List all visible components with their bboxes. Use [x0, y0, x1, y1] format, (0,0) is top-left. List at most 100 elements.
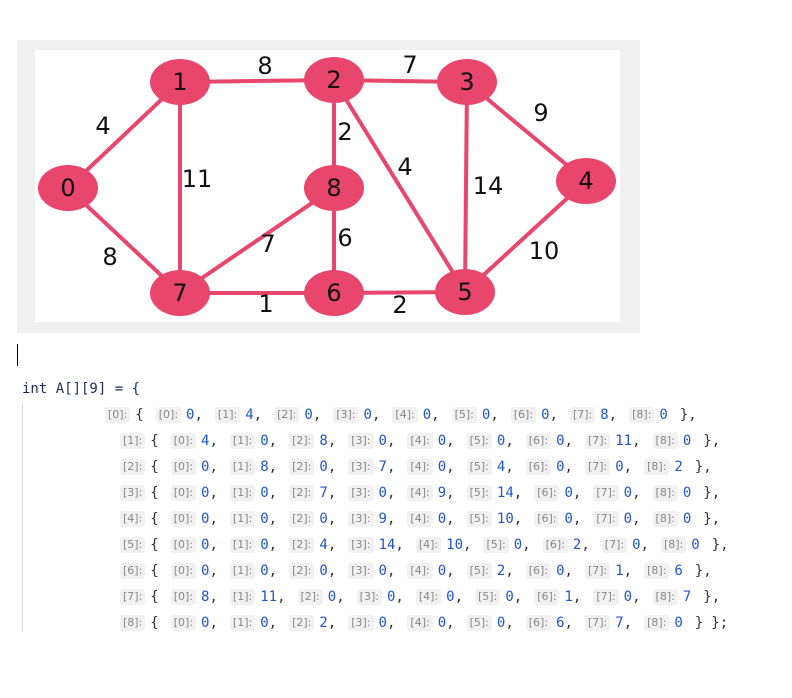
inlay-hint: [3]:	[120, 485, 146, 501]
matrix-value: 0	[481, 407, 491, 423]
edge-weight: 7	[402, 51, 417, 79]
separator: ,	[209, 485, 218, 501]
inlay-hint: [1]:	[229, 433, 256, 449]
separator: ,	[371, 407, 381, 423]
inlay-hint: [3]:	[348, 459, 374, 475]
inlay-hint: [2]:	[289, 537, 315, 553]
separator: ,	[395, 589, 404, 605]
separator: ,	[209, 537, 218, 553]
inlay-hint: [7]:	[593, 511, 619, 527]
separator: ,	[312, 407, 322, 423]
inlay-hint: [5]:	[120, 537, 146, 553]
inlay-hint: [8]:	[644, 459, 670, 475]
separator: ,	[268, 459, 278, 475]
matrix-value: 0	[437, 433, 447, 449]
inlay-hint: [6]:	[534, 485, 560, 501]
brace: {	[150, 433, 159, 449]
code-row: [4]:{[0]: 0, [1]: 0, [2]: 0, [3]: 9, [4]: 0, [5]: 1…	[120, 508, 720, 530]
node	[304, 57, 364, 103]
inlay-hint: [7]:	[584, 459, 611, 475]
inlay-hint: [1]:	[229, 485, 256, 501]
matrix-value: 7	[378, 459, 387, 475]
inlay-hint: [8]:	[629, 407, 655, 423]
inlay-hint: [1]:	[120, 433, 146, 449]
matrix-value: 2	[572, 537, 582, 553]
inlay-hint: [4]:	[415, 589, 442, 605]
separator: ,	[513, 485, 523, 501]
matrix-value: 0	[378, 563, 387, 579]
matrix-value: 0	[186, 407, 195, 423]
inlay-hint: [7]:	[569, 407, 596, 423]
inlay-hint: [7]:	[120, 589, 146, 605]
matrix-value: 14	[378, 537, 396, 553]
edge-weight: 8	[257, 52, 272, 80]
separator: ,	[572, 511, 582, 527]
brace: }	[711, 537, 721, 553]
edge-weight: 8	[102, 243, 117, 271]
declaration: int A[][9] = {	[22, 381, 141, 397]
matrix-value: 0	[556, 433, 565, 449]
brace: }	[694, 615, 704, 631]
separator: ,	[463, 537, 472, 553]
brace: }	[703, 433, 712, 449]
matrix-value: 0	[564, 485, 573, 501]
inlay-hint: [7]:	[584, 433, 611, 449]
matrix-value: 8	[260, 459, 269, 475]
separator: ,	[446, 459, 455, 475]
matrix-value: 0	[632, 537, 641, 553]
inlay-hint: [7]:	[601, 537, 628, 553]
inlay-hint: [2]:	[274, 407, 300, 423]
code-row: [6]:{[0]: 0, [1]: 0, [2]: 0, [3]: 0, [4]: 0, [5]: 2…	[120, 560, 712, 582]
brace: {	[150, 537, 159, 553]
inlay-hint: [3]:	[348, 537, 374, 553]
matrix-value: 0	[201, 615, 210, 631]
separator: ,	[632, 511, 641, 527]
separator: ,	[454, 589, 464, 605]
matrix-value: 0	[682, 511, 692, 527]
matrix-value: 0	[327, 589, 337, 605]
separator: ,	[327, 563, 337, 579]
inlay-hint: [8]:	[652, 485, 678, 501]
matrix-value: 0	[496, 615, 506, 631]
inlay-hint: [2]:	[297, 589, 323, 605]
matrix-value: 1	[564, 589, 573, 605]
matrix-value: 2	[674, 459, 683, 475]
matrix-value: 0	[260, 537, 269, 553]
separator: ,	[608, 407, 618, 423]
code-row: [2]:{[0]: 0, [1]: 8, [2]: 0, [3]: 7, [4]: 0, [5]: 4…	[120, 456, 712, 478]
inlay-hint: [6]:	[525, 433, 552, 449]
separator: ,	[688, 407, 697, 423]
node	[150, 59, 210, 105]
separator: ,	[336, 589, 345, 605]
separator: ,	[623, 563, 633, 579]
matrix-value: 9	[378, 511, 387, 527]
inlay-hint: [8]:	[120, 615, 146, 631]
matrix-value: 1	[615, 563, 624, 579]
node-label: 6	[326, 279, 341, 307]
node	[437, 59, 497, 105]
separator: ,	[564, 459, 573, 475]
edge-weight: 2	[392, 291, 407, 319]
separator: ,	[632, 589, 641, 605]
inlay-hint: [6]:	[542, 537, 568, 553]
separator: ,	[513, 589, 523, 605]
inlay-hint: [8]:	[652, 589, 678, 605]
inlay-hint: [0]:	[105, 407, 131, 423]
matrix-value: 0	[446, 589, 455, 605]
node-label: 5	[457, 278, 472, 306]
inlay-hint: [3]:	[348, 563, 374, 579]
separator: ,	[327, 433, 337, 449]
matrix-value: 0	[505, 589, 514, 605]
inlay-hint: [7]:	[593, 485, 619, 501]
matrix-value: 0	[437, 563, 447, 579]
brace: {	[150, 563, 159, 579]
brace: }	[694, 563, 704, 579]
edge-weight: 2	[337, 118, 352, 146]
edge-weight: 10	[529, 237, 560, 265]
edge-weight: 1	[258, 290, 273, 318]
matrix-value: 0	[623, 589, 633, 605]
matrix-value: 7	[319, 485, 328, 501]
separator: ,	[209, 433, 218, 449]
separator: ,	[564, 433, 573, 449]
edge-weight: 7	[260, 230, 275, 258]
